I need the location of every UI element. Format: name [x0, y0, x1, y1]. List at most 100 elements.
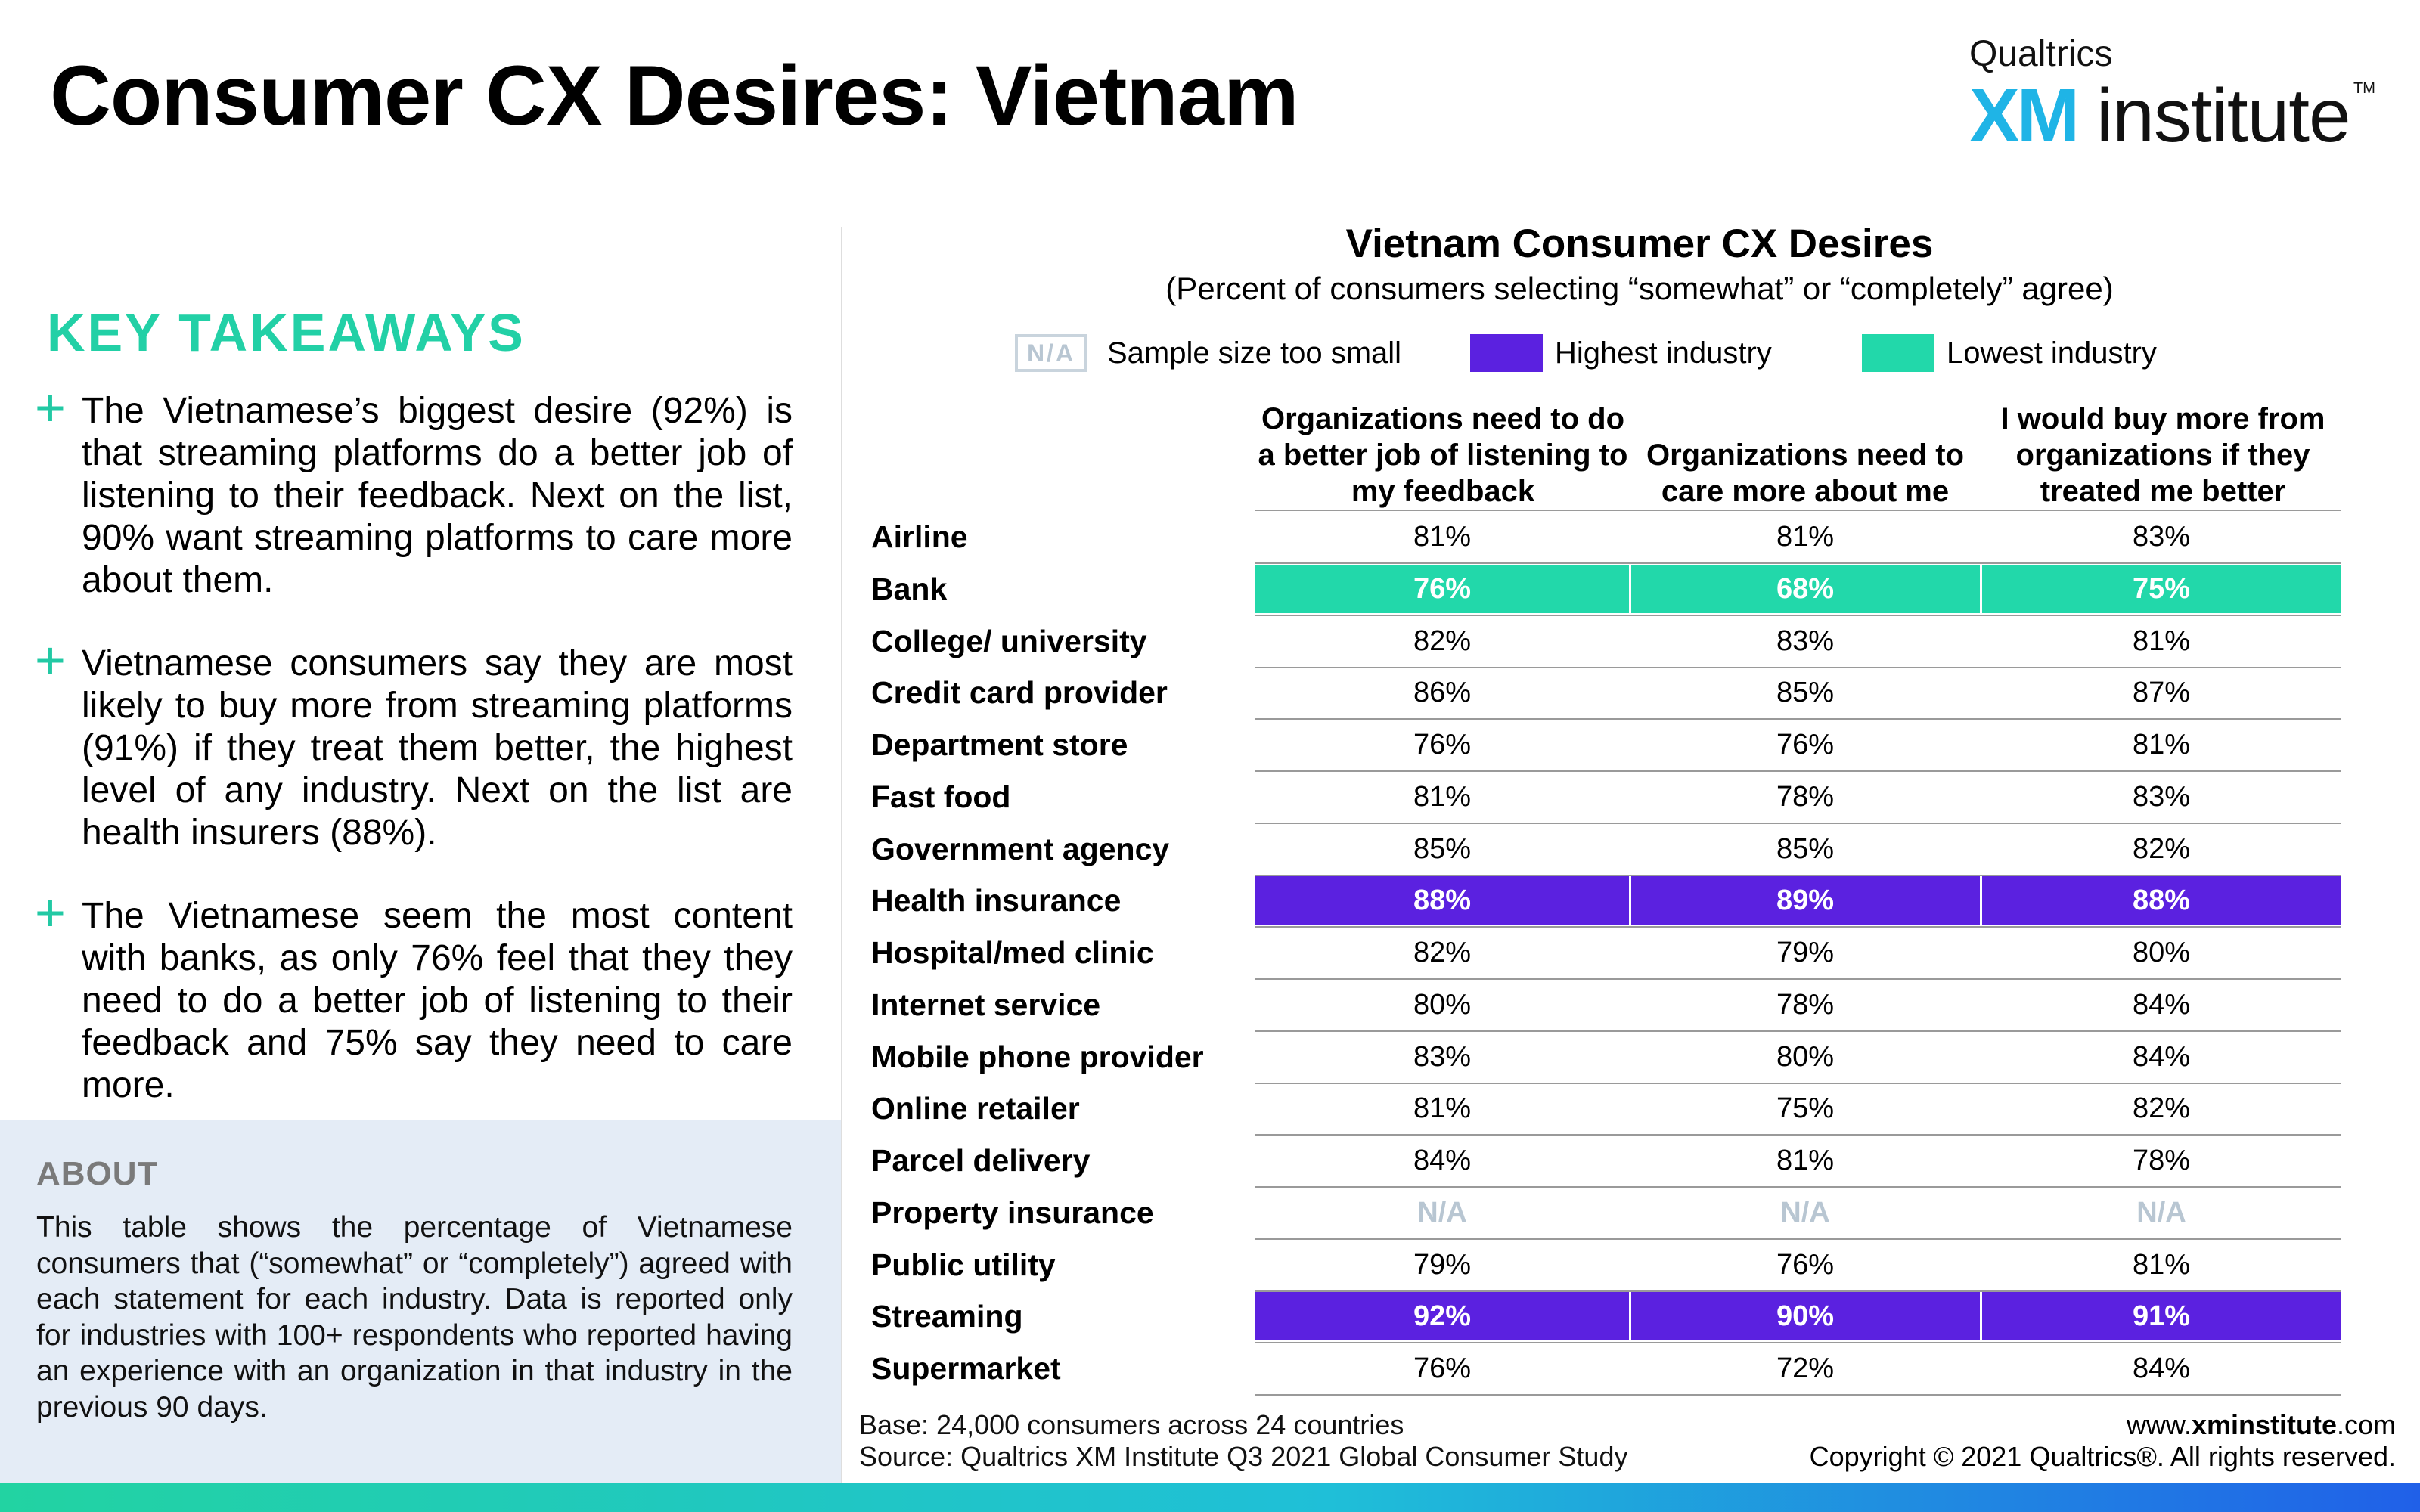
- about-text: This table shows the percentage of Vietn…: [36, 1211, 793, 1424]
- row-rule: [1255, 1134, 2341, 1136]
- table-cell: 89%: [1776, 885, 1835, 917]
- table-cell: 83%: [1413, 1040, 1472, 1073]
- row-label: Property insurance: [871, 1194, 1154, 1230]
- page-title: Consumer CX Desires: Vietnam: [50, 48, 1299, 143]
- row-label: Public utility: [871, 1247, 1056, 1282]
- about-panel: [0, 1120, 841, 1483]
- table-cell: 87%: [2132, 677, 2191, 709]
- row-label: Credit card provider: [871, 675, 1168, 711]
- row-rule: [1255, 874, 2341, 876]
- legend-na-swatch: N/A: [1015, 334, 1087, 372]
- cell-separator: [1629, 564, 1631, 613]
- table-cell: 90%: [1776, 1300, 1835, 1333]
- logo-xm-text: XM: [1969, 73, 2080, 158]
- plus-icon: +: [35, 883, 66, 942]
- url-prefix: www.: [2126, 1409, 2192, 1440]
- row-label: Supermarket: [871, 1351, 1061, 1386]
- source-note: Source: Qualtrics XM Institute Q3 2021 G…: [859, 1441, 1628, 1472]
- website-link[interactable]: www.xminstitute.com: [2127, 1409, 2396, 1441]
- table-cell: 85%: [1776, 677, 1835, 709]
- row-rule: [1255, 1238, 2341, 1240]
- table-cell: 81%: [1413, 521, 1472, 553]
- row-label: Mobile phone provider: [871, 1039, 1204, 1074]
- row-label: Hospital/med clinic: [871, 935, 1154, 970]
- table-cell: 88%: [1413, 885, 1472, 917]
- lowest-row-highlight: [1255, 564, 2341, 613]
- logo-brand-text: Qualtrics: [1969, 34, 2113, 74]
- row-rule: [1255, 1342, 2341, 1344]
- row-rule: [1255, 978, 2341, 980]
- bottom-gradient-bar: [0, 1483, 2420, 1512]
- table-cell: 80%: [1413, 988, 1472, 1021]
- table-cell: 81%: [2132, 1248, 2191, 1281]
- table-cell: 82%: [1413, 624, 1472, 657]
- table-cell: 76%: [1776, 729, 1835, 761]
- chart-subtitle: (Percent of consumers selecting “somewha…: [1165, 271, 2114, 306]
- cell-separator: [1629, 1292, 1631, 1341]
- table-cell: 76%: [1413, 572, 1472, 605]
- table-cell: 81%: [1776, 521, 1835, 553]
- row-label: Bank: [871, 571, 948, 606]
- header-rule: [1255, 510, 2341, 511]
- table-cell: 85%: [1413, 832, 1472, 865]
- row-label: Airline: [871, 519, 968, 554]
- row-label: Parcel delivery: [871, 1143, 1091, 1178]
- table-cell: 80%: [1776, 1040, 1835, 1073]
- plus-icon: +: [35, 378, 66, 437]
- legend-na-label: Sample size too small: [1107, 336, 1402, 370]
- legend-highest-swatch: [1470, 334, 1543, 372]
- table-cell: 84%: [1413, 1145, 1472, 1176]
- cell-separator: [1980, 876, 1982, 925]
- table-cell: 85%: [1776, 832, 1835, 865]
- row-rule: [1255, 1290, 2341, 1292]
- logo-trademark: TM: [2353, 80, 2375, 97]
- table-cell: 86%: [1413, 677, 1472, 709]
- logo-institute-text: institute: [2096, 73, 2351, 158]
- table-cell: 82%: [1413, 937, 1472, 968]
- row-rule: [1255, 1030, 2341, 1032]
- row-rule: [1255, 822, 2341, 824]
- row-rule: [1255, 1082, 2341, 1084]
- table-cell: 76%: [1413, 1352, 1472, 1384]
- column-header-care: Organizations need to care more about me: [1646, 438, 1965, 508]
- row-rule: [1255, 1394, 2341, 1396]
- table-cell: 84%: [2132, 988, 2191, 1021]
- table-cell: 83%: [2132, 780, 2191, 813]
- column-header-listening: Organizations need to do a better job of…: [1258, 402, 1628, 508]
- url-domain: xminstitute: [2191, 1409, 2337, 1440]
- xm-institute-logo: Qualtrics XM institute TM: [1969, 33, 2378, 158]
- cell-separator: [1980, 564, 1982, 613]
- key-takeaways-heading: KEY TAKEAWAYS: [47, 303, 526, 362]
- url-suffix: .com: [2336, 1409, 2396, 1440]
- row-label: Fast food: [871, 779, 1011, 814]
- chart-title: Vietnam Consumer CX Desires: [1345, 222, 1934, 266]
- table-cell: 78%: [1776, 780, 1835, 813]
- panel-divider: [841, 227, 842, 1483]
- takeaway-text: The Vietnamese’s biggest desire (92%) is…: [82, 391, 793, 600]
- table-cell: 75%: [2132, 572, 2191, 605]
- table-cell: N/A: [1417, 1196, 1467, 1228]
- table-cell: 76%: [1776, 1248, 1835, 1281]
- table-cell: 88%: [2132, 885, 2191, 917]
- table-cell: 79%: [1413, 1248, 1472, 1281]
- about-heading: ABOUT: [36, 1155, 159, 1192]
- table-cell: 82%: [2132, 832, 2191, 865]
- table-cell: 83%: [2132, 521, 2191, 553]
- highest-row-highlight: [1255, 876, 2341, 925]
- legend-highest-label: Highest industry: [1555, 336, 1772, 370]
- base-note: Base: 24,000 consumers across 24 countri…: [859, 1409, 1404, 1440]
- table-cell: 76%: [1413, 729, 1472, 761]
- takeaway-text: Vietnamese consumers say they are most l…: [82, 643, 793, 853]
- table-cell: N/A: [2136, 1196, 2186, 1228]
- table-cell: 72%: [1776, 1352, 1835, 1384]
- row-rule: [1255, 614, 2341, 616]
- row-rule: [1255, 562, 2341, 564]
- takeaway-item: + The Vietnamese’s biggest desire (92%) …: [35, 381, 793, 602]
- table-cell: N/A: [1780, 1196, 1830, 1228]
- table-cell: 84%: [2132, 1040, 2191, 1073]
- row-rule: [1255, 718, 2341, 720]
- table-cell: 81%: [1413, 1092, 1472, 1125]
- takeaway-item: + The Vietnamese seem the most content w…: [35, 886, 793, 1107]
- table-cell: 81%: [1413, 780, 1472, 813]
- table-cell: 75%: [1776, 1092, 1835, 1125]
